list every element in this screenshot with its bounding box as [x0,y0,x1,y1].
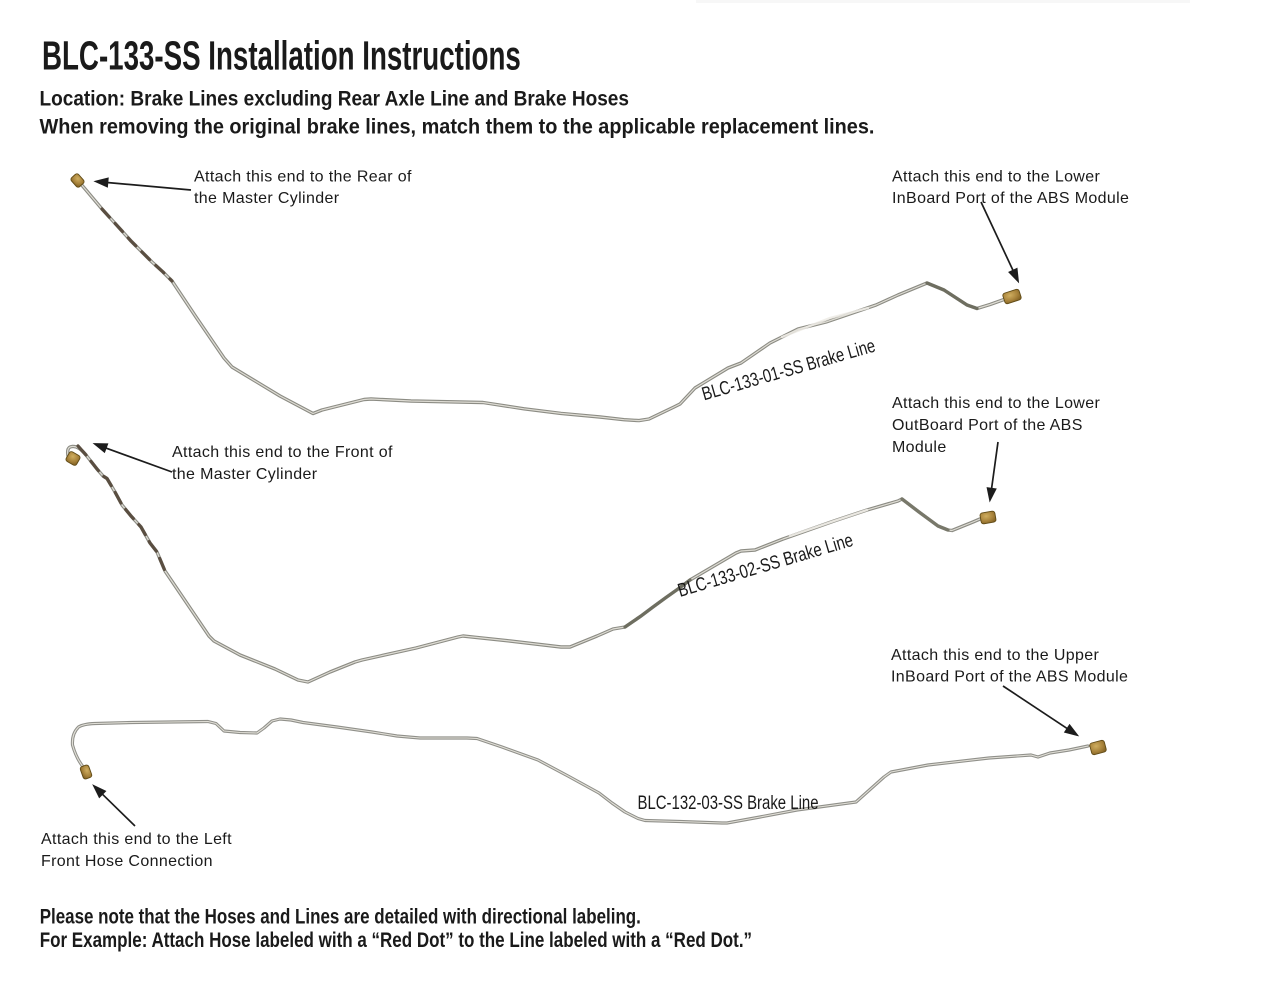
svg-text:Attach this end to the Lower: Attach this end to the Lower [892,169,1100,186]
svg-text:Module: Module [892,439,947,456]
svg-text:Please note that the Hoses and: Please note that the Hoses and Lines are… [40,906,641,929]
svg-text:Attach this end to the Upper: Attach this end to the Upper [891,647,1099,664]
svg-text:InBoard Port of the ABS Module: InBoard Port of the ABS Module [891,669,1128,686]
svg-text:Attach this end to the Front o: Attach this end to the Front of [172,444,393,461]
svg-text:Attach this end to the Rear of: Attach this end to the Rear of [194,169,412,186]
svg-text:Front Hose Connection: Front Hose Connection [41,853,213,870]
svg-text:Attach this end to the Left: Attach this end to the Left [41,831,232,848]
svg-text:Location: Brake Lines excludin: Location: Brake Lines excluding Rear Axl… [40,88,629,111]
svg-text:For Example: Attach Hose label: For Example: Attach Hose labeled with a … [40,929,752,952]
svg-text:the Master Cylinder: the Master Cylinder [172,466,318,483]
svg-text:BLC-133-SS Installation Instru: BLC-133-SS Installation Instructions [42,33,521,79]
svg-text:InBoard Port of the ABS Module: InBoard Port of the ABS Module [892,190,1129,207]
svg-text:When removing the original bra: When removing the original brake lines, … [40,115,875,139]
svg-text:OutBoard Port of the ABS: OutBoard Port of the ABS [892,417,1083,434]
svg-text:BLC-133-02-SS Brake Line: BLC-133-02-SS Brake Line [675,529,855,601]
svg-text:Attach this end to the Lower: Attach this end to the Lower [892,395,1100,412]
svg-text:BLC-132-03-SS Brake Line: BLC-132-03-SS Brake Line [638,792,819,813]
svg-text:the Master Cylinder: the Master Cylinder [194,190,340,207]
